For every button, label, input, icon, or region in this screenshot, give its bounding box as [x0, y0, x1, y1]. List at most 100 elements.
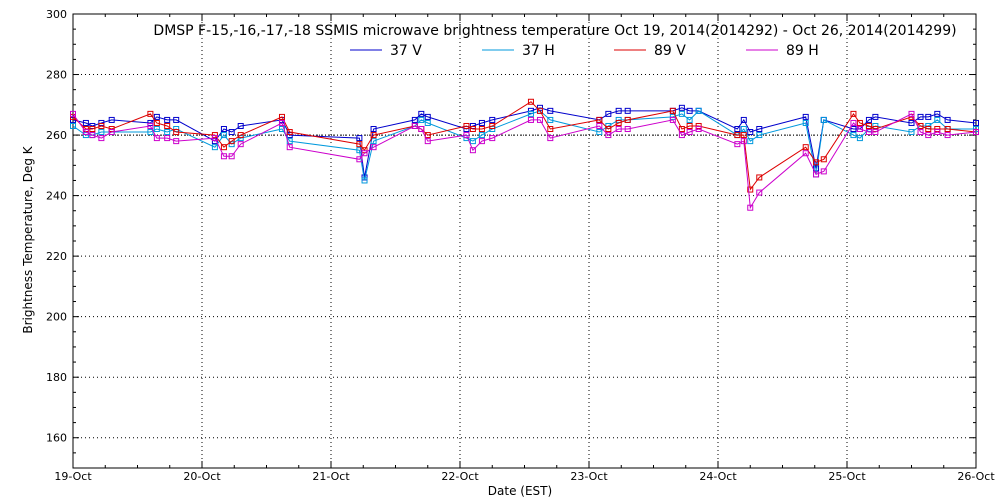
data-point [278, 126, 285, 133]
data-point [211, 132, 218, 139]
data-point [944, 126, 951, 133]
data-point [917, 129, 924, 136]
data-point [527, 107, 534, 114]
data-point [463, 132, 470, 139]
data-point [70, 122, 76, 129]
data-point [82, 129, 89, 136]
data-point [547, 116, 554, 123]
data-point [865, 116, 872, 123]
data-point [237, 141, 244, 148]
data-point [370, 138, 377, 145]
data-point [153, 119, 160, 126]
data-point [98, 119, 105, 126]
data-point [934, 110, 941, 117]
data-point [82, 132, 89, 139]
data-point [527, 116, 534, 123]
data-point [469, 138, 476, 145]
data-point [740, 132, 747, 139]
data-point [98, 122, 105, 129]
data-point [747, 204, 754, 211]
data-point [850, 119, 857, 126]
data-point [370, 132, 377, 139]
data-point [147, 129, 154, 136]
data-point [944, 116, 951, 123]
data-point [695, 107, 702, 114]
data-point [615, 119, 622, 126]
data-point [536, 107, 543, 114]
data-point [173, 129, 180, 136]
x-tick-label: 22-Oct [441, 470, 479, 483]
series-layer [70, 98, 979, 211]
data-point [615, 126, 622, 133]
chart-title: DMSP F-15,-16,-17,-18 SSMIS microwave br… [153, 23, 956, 39]
data-point [802, 150, 809, 157]
data-point [686, 122, 693, 129]
data-point [747, 186, 754, 193]
data-point [164, 135, 171, 142]
data-point [286, 138, 293, 145]
data-point [944, 132, 951, 139]
plot-frame [72, 13, 977, 469]
data-point [756, 126, 763, 133]
x-tick-label: 25-Oct [828, 470, 866, 483]
data-point [820, 156, 827, 163]
data-point [228, 129, 235, 136]
data-point [469, 147, 476, 154]
data-point [286, 129, 293, 136]
data-point [686, 116, 693, 123]
data-point [153, 135, 160, 142]
data-point [278, 119, 285, 126]
data-point [695, 126, 702, 133]
data-point [734, 141, 741, 148]
data-point [908, 110, 915, 117]
series-89-v [70, 98, 979, 193]
data-point [820, 116, 827, 123]
data-point [615, 116, 622, 123]
data-point [605, 126, 612, 133]
y-axis-label: Brightness Temperature, Deg K [21, 145, 35, 333]
data-point [478, 132, 485, 139]
y-tick-label: 220 [46, 250, 67, 263]
data-point [865, 122, 872, 129]
y-tick-label: 200 [46, 311, 67, 324]
data-point [850, 126, 857, 133]
data-point [872, 129, 879, 136]
legend-label: 89 V [654, 43, 686, 59]
data-point [596, 116, 603, 123]
data-point [615, 107, 622, 114]
data-point [489, 122, 496, 129]
data-point [813, 171, 820, 178]
data-point [669, 107, 676, 114]
data-point [361, 177, 368, 184]
data-point [489, 116, 496, 123]
data-point [411, 116, 418, 123]
data-point [536, 116, 543, 123]
data-point [802, 113, 809, 120]
data-point [734, 126, 741, 133]
data-point [527, 110, 534, 117]
x-axis-label: Date (EST) [488, 484, 552, 498]
series-line [72, 110, 976, 181]
data-point [147, 122, 154, 129]
x-tick-label: 19-Oct [54, 470, 92, 483]
data-point [153, 113, 160, 120]
data-point [228, 153, 235, 160]
x-tick-label: 23-Oct [570, 470, 608, 483]
data-point [98, 135, 105, 142]
data-point [678, 132, 685, 139]
data-point [624, 116, 631, 123]
data-point [547, 107, 554, 114]
data-point [418, 110, 425, 117]
data-point [740, 126, 747, 133]
data-point [678, 110, 685, 117]
data-point [856, 119, 863, 126]
data-point [469, 126, 476, 133]
data-point [164, 122, 171, 129]
data-point [669, 116, 676, 123]
data-point [547, 126, 554, 133]
data-point [478, 119, 485, 126]
data-point [98, 129, 105, 136]
data-point [820, 168, 827, 175]
data-point [678, 126, 685, 133]
